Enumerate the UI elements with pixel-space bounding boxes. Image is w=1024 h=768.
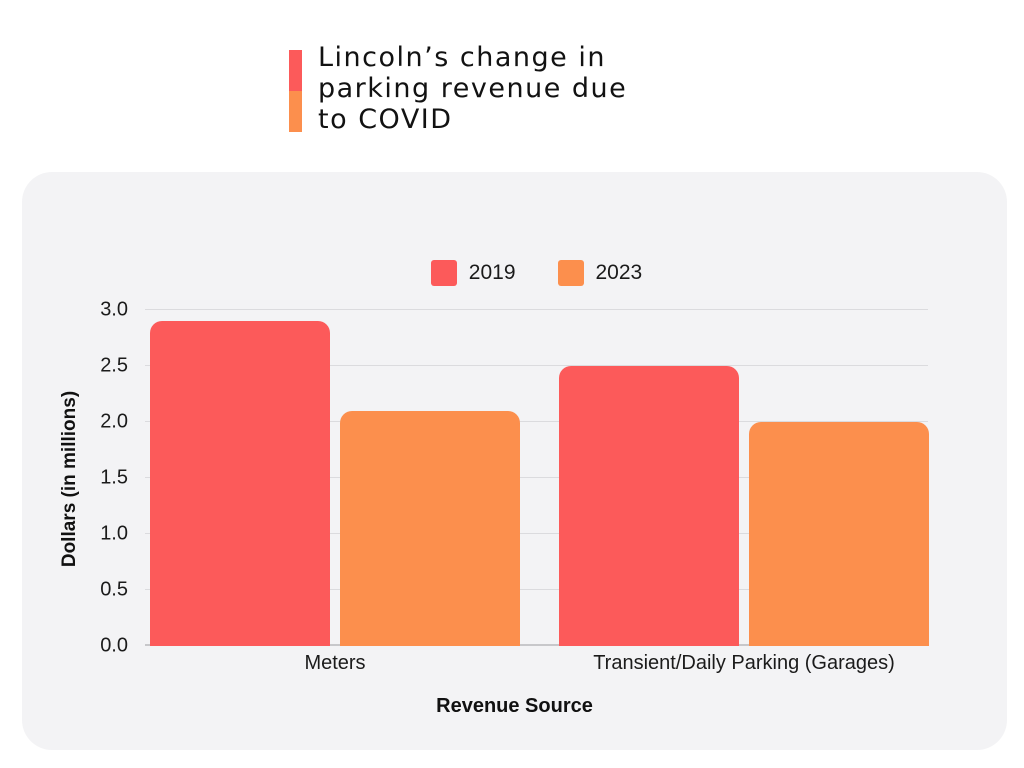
x-category-label: Meters — [304, 652, 366, 674]
bar-2023-meters — [340, 410, 520, 646]
legend-label: 2019 — [468, 261, 516, 284]
legend-swatch-2019 — [430, 260, 457, 286]
plot-area — [145, 309, 929, 646]
legend: 2019 2023 — [145, 260, 928, 286]
y-tick-label: 1.0 — [100, 522, 128, 545]
gridline — [145, 477, 928, 478]
legend-item-2019: 2019 — [430, 260, 516, 286]
y-tick-label: 0.0 — [100, 634, 128, 657]
x-axis-title: Revenue Source — [436, 695, 593, 717]
gridline — [145, 421, 928, 422]
chart-title-line-3: to COVID — [318, 104, 453, 135]
legend-label: 2023 — [595, 261, 643, 284]
bar-2023-transient-daily-parking-garages- — [749, 422, 929, 646]
bar-2019-transient-daily-parking-garages- — [559, 366, 739, 646]
title-accent-bar — [289, 50, 302, 132]
y-tick-label: 0.5 — [100, 578, 128, 601]
title-accent-top — [289, 50, 302, 91]
x-category-label: Transient/Daily Parking (Garages) — [593, 652, 895, 674]
chart-title-line-1: Lincoln’s change in — [318, 42, 606, 73]
y-tick-label: 2.5 — [100, 354, 128, 377]
gridline — [145, 309, 928, 310]
chart-card: 2019 2023 Dollars (in millions) 0.0 0.5 1.0… — [22, 172, 1007, 750]
bar-2019-meters — [150, 321, 330, 646]
gridline — [145, 589, 928, 590]
legend-item-2023: 2023 — [557, 260, 643, 286]
gridline — [145, 365, 928, 366]
chart-header: Lincoln’s change in parking revenue due … — [289, 42, 627, 135]
x-axis-baseline — [145, 644, 928, 646]
legend-swatch-2023 — [557, 260, 584, 286]
chart-title-line-2: parking revenue due — [318, 73, 628, 104]
gridline — [145, 533, 928, 534]
y-tick-label: 2.0 — [100, 410, 128, 433]
y-tick-label: 1.5 — [100, 466, 128, 489]
y-tick-label: 3.0 — [100, 298, 128, 321]
chart-title: Lincoln’s change in parking revenue due … — [318, 42, 627, 135]
title-accent-bottom — [289, 91, 302, 132]
